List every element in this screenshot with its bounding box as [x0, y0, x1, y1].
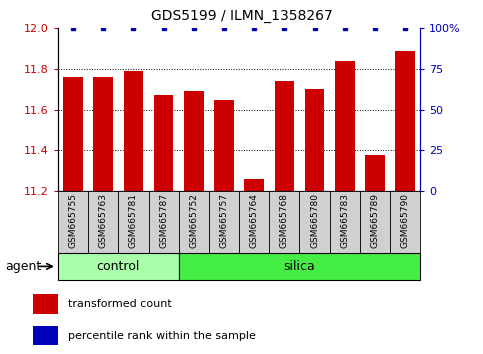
Bar [179, 191, 209, 253]
Text: GSM665780: GSM665780 [310, 193, 319, 248]
Bar [33, 295, 58, 314]
Bar [274, 81, 294, 191]
Text: transformed count: transformed count [68, 299, 171, 309]
Text: agent: agent [5, 260, 41, 273]
Bar [299, 191, 330, 253]
Bar [58, 253, 179, 280]
Text: silica: silica [284, 260, 315, 273]
Bar [214, 99, 234, 191]
Bar [395, 51, 415, 191]
Bar [244, 179, 264, 191]
Bar [305, 89, 325, 191]
Bar [330, 191, 360, 253]
Text: GSM665768: GSM665768 [280, 193, 289, 248]
Bar [390, 191, 420, 253]
Bar [88, 191, 118, 253]
Bar [239, 191, 270, 253]
Text: control: control [97, 260, 140, 273]
Bar [154, 96, 173, 191]
Bar [270, 191, 299, 253]
Text: GSM665752: GSM665752 [189, 193, 199, 248]
Text: GSM665757: GSM665757 [219, 193, 228, 248]
Bar [365, 154, 385, 191]
Bar [58, 191, 88, 253]
Bar [360, 191, 390, 253]
Bar [179, 253, 420, 280]
Text: GSM665755: GSM665755 [69, 193, 78, 248]
Bar [335, 61, 355, 191]
Text: GSM665787: GSM665787 [159, 193, 168, 248]
Text: GSM665763: GSM665763 [99, 193, 108, 248]
Bar [33, 326, 58, 346]
Text: GSM665789: GSM665789 [370, 193, 380, 248]
Bar [93, 77, 113, 191]
Text: GSM665781: GSM665781 [129, 193, 138, 248]
Text: percentile rank within the sample: percentile rank within the sample [68, 331, 256, 341]
Bar [209, 191, 239, 253]
Bar [184, 91, 204, 191]
Bar [124, 71, 143, 191]
Text: GSM665783: GSM665783 [340, 193, 349, 248]
Bar [118, 191, 149, 253]
Bar [149, 191, 179, 253]
Text: GSM665790: GSM665790 [400, 193, 410, 248]
Text: GSM665764: GSM665764 [250, 193, 259, 248]
Bar [63, 77, 83, 191]
Text: GDS5199 / ILMN_1358267: GDS5199 / ILMN_1358267 [151, 9, 332, 23]
